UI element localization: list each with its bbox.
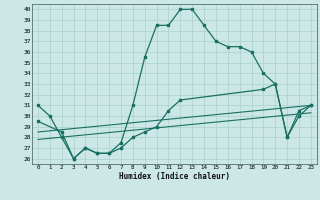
- X-axis label: Humidex (Indice chaleur): Humidex (Indice chaleur): [119, 172, 230, 181]
